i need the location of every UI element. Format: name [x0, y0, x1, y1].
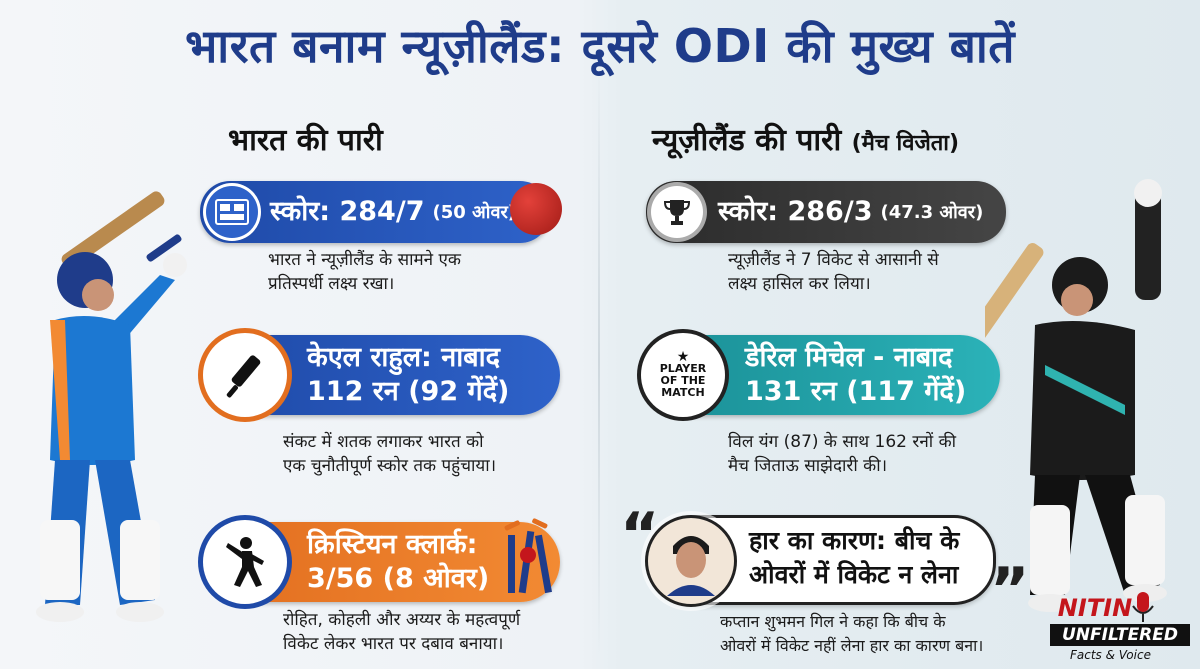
india-batsman-desc: संकट में शतक लगाकर भारत को एक चुनौतीपूर्… [283, 430, 583, 478]
india-bowler-desc-line1: रोहित, कोहली और अय्यर के महत्वपूर्ण [283, 610, 521, 630]
india-score-desc-line2: प्रतिस्पर्धी लक्ष्य रखा। [268, 274, 395, 294]
india-bowler-desc-line2: विकेट लेकर भारत पर दबाव बनाया। [283, 634, 504, 654]
badge-line2: OF THE [660, 374, 706, 387]
nz-batsman-desc-line2: मैच जिताऊ साझेदारी की। [728, 456, 888, 476]
nz-heading: न्यूज़ीलैंड की पारी (मैच विजेता) [652, 118, 959, 159]
india-score-pill: स्कोर: 284/7 (50 ओवर) [200, 181, 550, 243]
brand-logo: NITIN UNFILTERED Facts & Voice [1050, 590, 1195, 668]
nz-reason-desc: कप्तान शुभमन गिल ने कहा कि बीच के ओवरों … [720, 610, 1050, 658]
nz-score-overs: (47.3 ओवर) [880, 202, 984, 223]
nz-reason-desc-line1: कप्तान शुभमन गिल ने कहा कि बीच के [720, 612, 946, 631]
page-title: भारत बनाम न्यूज़ीलैंड: दूसरे ODI की मुख्… [184, 19, 1016, 73]
badge-line3: MATCH [661, 386, 705, 399]
center-divider [598, 60, 600, 660]
india-bowler-figures: 3/56 (8 ओवर) [307, 563, 490, 594]
stumps-icon [504, 518, 552, 594]
india-heading: भारत की पारी [228, 123, 383, 158]
brand-line1: NITIN [1057, 594, 1133, 622]
badge-line1: PLAYER [659, 362, 707, 375]
nz-reason-line2: ओवरों में विकेट न लेना [749, 560, 959, 589]
cricket-ball-icon [510, 183, 562, 235]
nz-reason-desc-line2: ओवरों में विकेट नहीं लेना हार का कारण बन… [720, 636, 984, 655]
player-of-match-badge: ★ PLAYER OF THE MATCH [641, 333, 725, 417]
cricket-bat-icon [203, 333, 287, 417]
nz-score-pill: स्कोर: 286/3 (47.3 ओवर) [646, 181, 1006, 243]
scoreboard-icon [206, 186, 258, 238]
nz-batsman-desc: विल यंग (87) के साथ 162 रनों की मैच जिता… [728, 430, 1028, 478]
bowler-icon [203, 520, 287, 604]
india-score-desc: भारत ने न्यूज़ीलैंड के सामने एक प्रतिस्प… [268, 248, 568, 296]
nz-reason-box: हार का कारण: बीच के ओवरों में विकेट न ले… [645, 515, 996, 607]
nz-heading-text: न्यूज़ीलैंड की पारी [652, 123, 842, 158]
brand-line3: Facts & Voice [1070, 648, 1151, 662]
nz-batsman-pill: ★ PLAYER OF THE MATCH डेरिल मिचेल - नाबा… [641, 333, 1000, 417]
nz-score-value: स्कोर: 286/3 [718, 196, 873, 227]
quote-close-icon: ” [990, 555, 1030, 625]
nz-score-desc: न्यूज़ीलैंड ने 7 विकेट से आसानी से लक्ष्… [728, 248, 1028, 296]
india-bowler-desc: रोहित, कोहली और अय्यर के महत्वपूर्ण विके… [283, 608, 603, 656]
microphone-icon [1132, 592, 1154, 622]
india-batsman-name: केएल राहुल: नाबाद [307, 342, 500, 373]
india-bowler-pill: क्रिस्टियन क्लार्क: 3/56 (8 ओवर) [203, 520, 560, 604]
nz-score-desc-line1: न्यूज़ीलैंड ने 7 विकेट से आसानी से [728, 250, 939, 270]
nz-batsman-runs: 131 रन (117 गेंदें) [745, 376, 967, 407]
india-batsman-pill: केएल राहुल: नाबाद 112 रन (92 गेंदें) [203, 333, 560, 417]
nz-reason-line1: हार का कारण: बीच के [749, 526, 960, 555]
star-icon: ★ [676, 349, 690, 365]
trophy-icon [651, 186, 703, 238]
nz-batsman-illustration [985, 179, 1167, 612]
captain-avatar [645, 515, 737, 607]
india-batsman-illustration [36, 191, 187, 622]
india-batsman-desc-line1: संकट में शतक लगाकर भारत को [283, 432, 484, 452]
india-batsman-desc-line2: एक चुनौतीपूर्ण स्कोर तक पहुंचाया। [283, 456, 497, 476]
nz-batsman-desc-line1: विल यंग (87) के साथ 162 रनों की [728, 432, 957, 452]
brand-line2: UNFILTERED [1050, 624, 1190, 646]
nz-score-desc-line2: लक्ष्य हासिल कर लिया। [728, 274, 871, 294]
india-score-overs: (50 ओवर) [432, 202, 517, 223]
india-score-desc-line1: भारत ने न्यूज़ीलैंड के सामने एक [268, 250, 461, 270]
india-batsman-runs: 112 रन (92 गेंदें) [307, 376, 510, 407]
india-bowler-name: क्रिस्टियन क्लार्क: [307, 529, 478, 560]
nz-batsman-name: डेरिल मिचेल - नाबाद [745, 342, 953, 373]
india-score-value: स्कोर: 284/7 [270, 196, 425, 227]
nz-heading-suffix: (मैच विजेता) [851, 131, 960, 156]
